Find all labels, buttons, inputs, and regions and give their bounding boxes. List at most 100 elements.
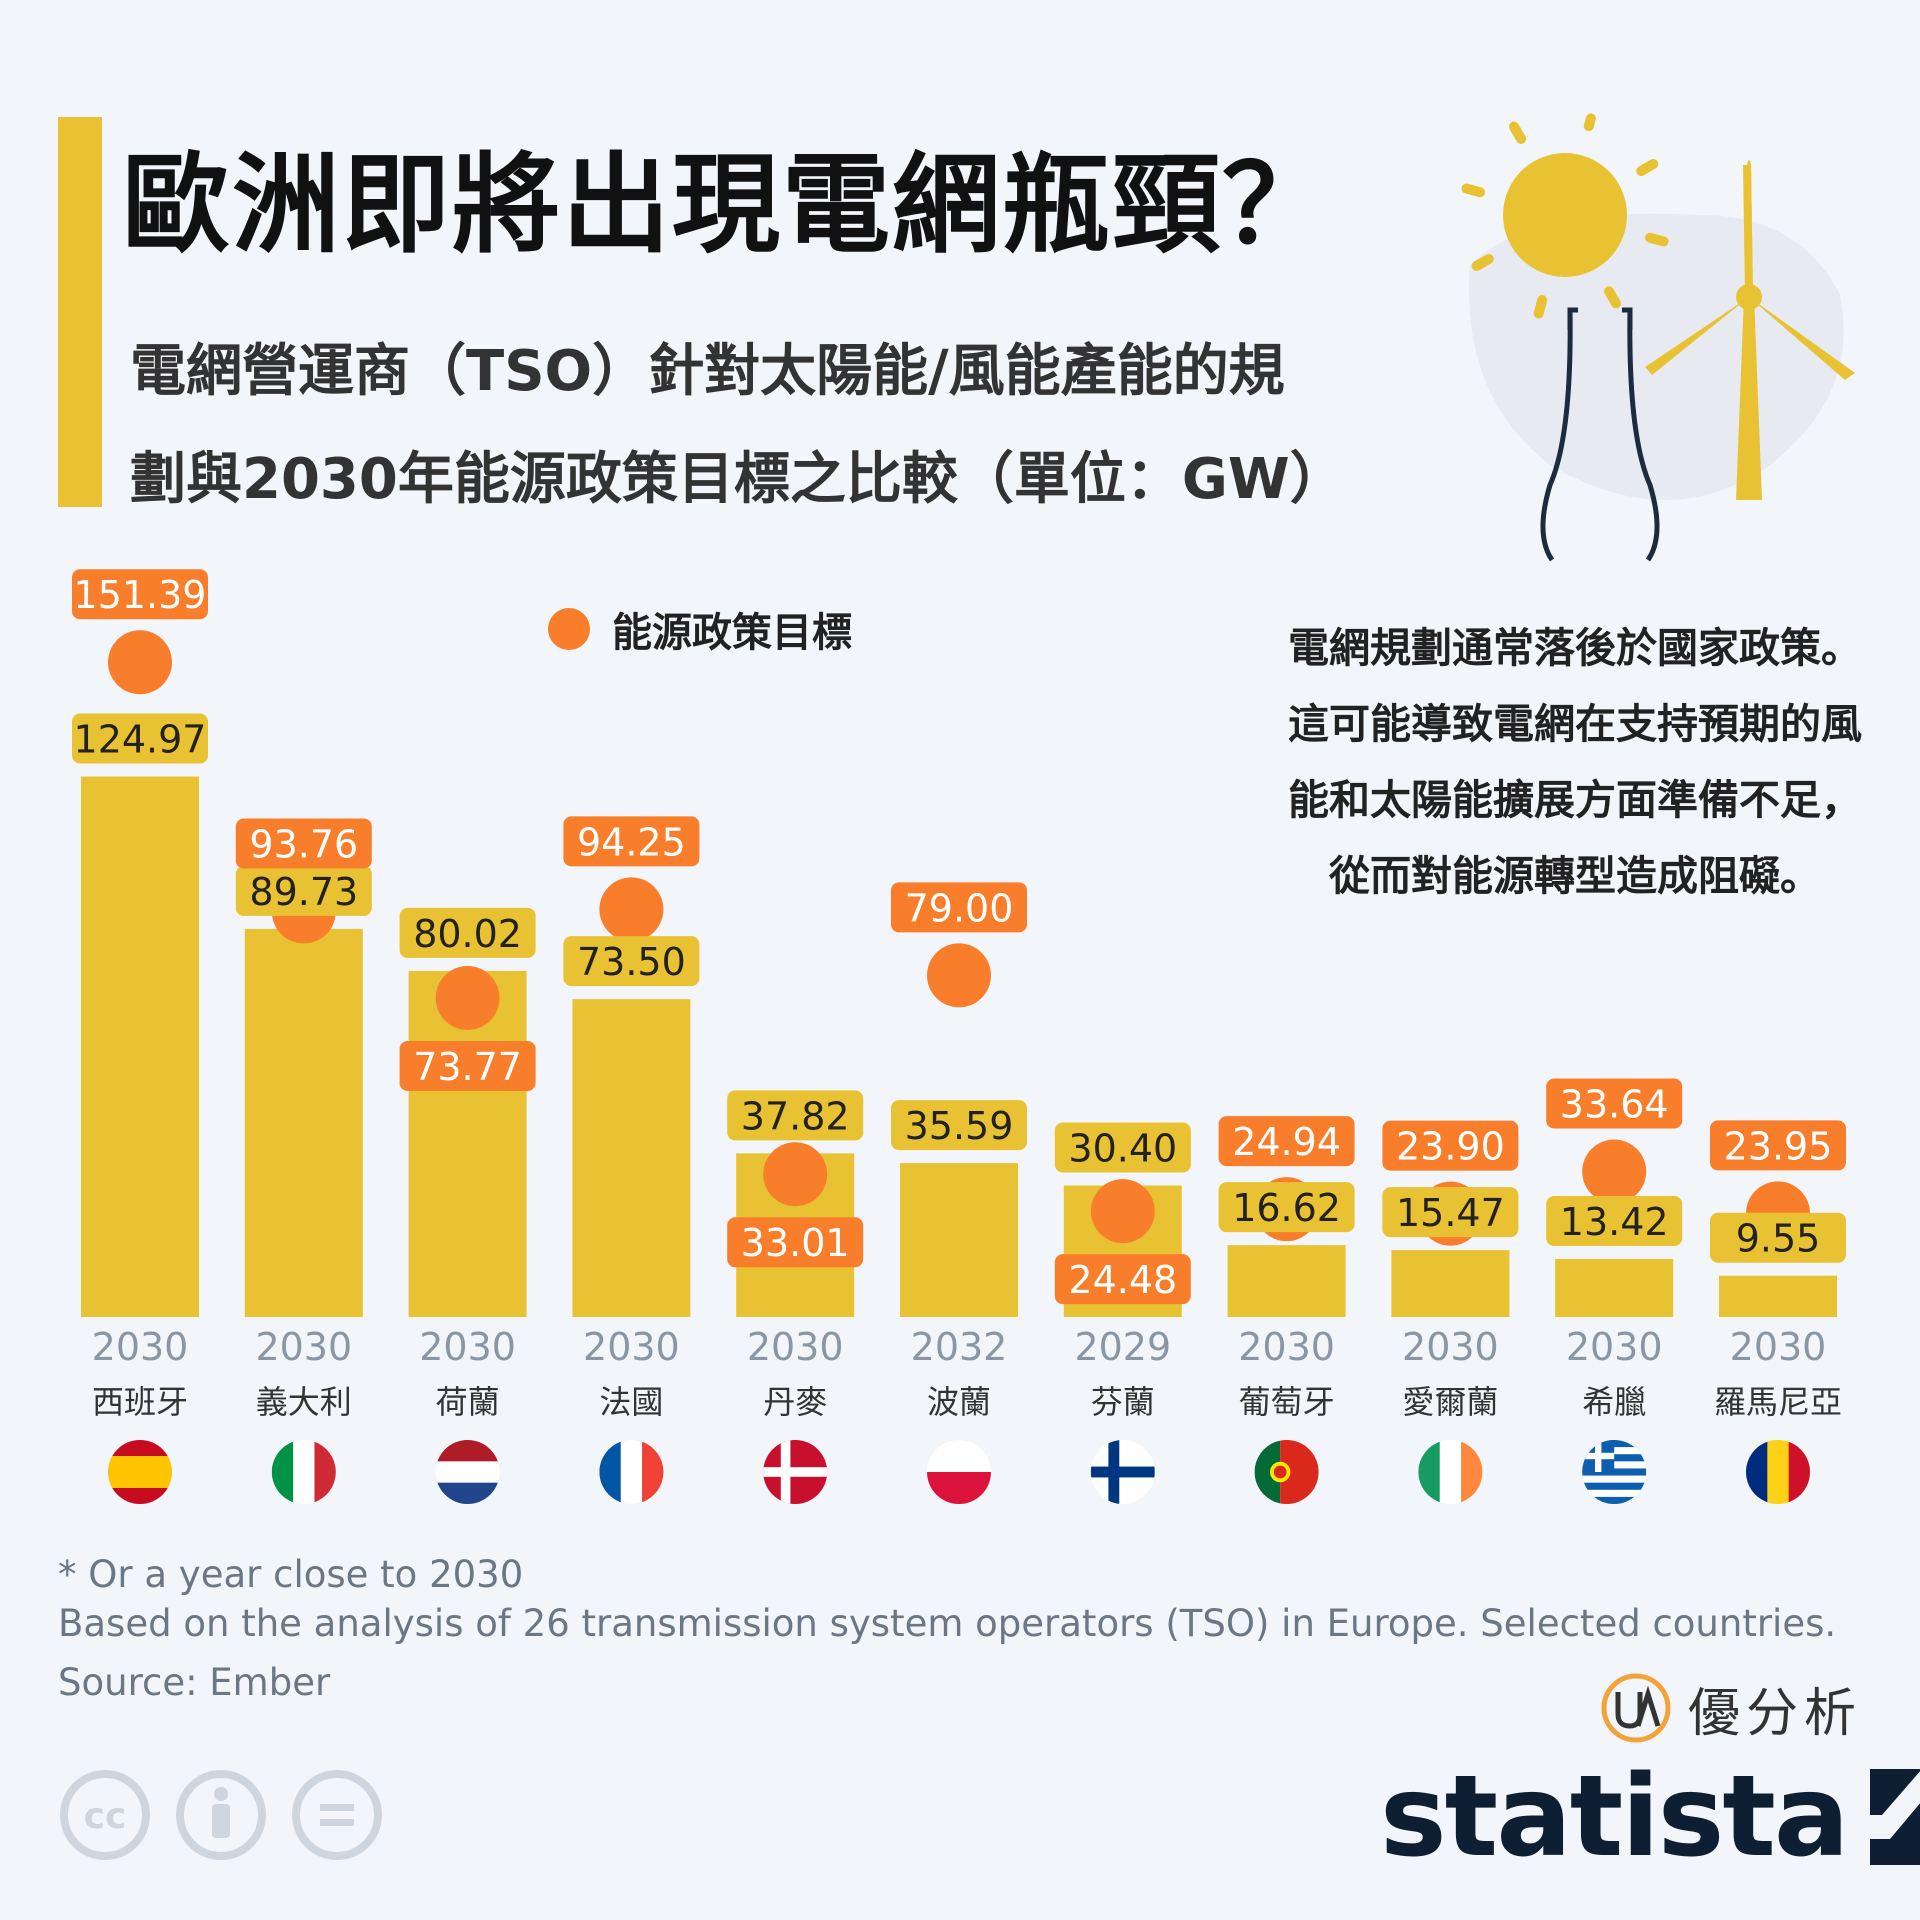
year-label-0: 2030 [92, 1325, 189, 1369]
source-note: Source: Ember [58, 1661, 331, 1704]
year-label-6: 2029 [1074, 1325, 1171, 1369]
planned-label-4: 37.82 [741, 1094, 850, 1138]
target-label-5-box [891, 882, 1027, 933]
bar-1 [244, 928, 363, 1317]
svg-text:cc: cc [84, 1796, 127, 1837]
subtitle: 電網營運商（TSO）針對太陽能/風能產能的規 劃與2030年能源政策目標之比較（… [130, 318, 1430, 534]
france-flag-icon [599, 1440, 664, 1504]
footnote-year: * Or a year close to 2030 [58, 1553, 524, 1596]
year-label-10: 2030 [1730, 1325, 1827, 1369]
netherlands-flag-icon [435, 1440, 500, 1504]
target-label-2-box [399, 1040, 536, 1091]
year-label-8: 2030 [1402, 1325, 1499, 1369]
bar-3 [572, 999, 691, 1317]
greece-flag-icon [1582, 1440, 1647, 1504]
country-label-9: 希臘 [1582, 1383, 1646, 1421]
target-label-9: 33.64 [1560, 1083, 1669, 1127]
year-label-7: 2030 [1238, 1325, 1335, 1369]
bar-9 [1555, 1258, 1674, 1317]
subtitle-line-1: 電網營運商（TSO）針對太陽能/風能產能的規 [130, 339, 1285, 404]
planned-label-1: 89.73 [249, 870, 358, 914]
planned-label-7-box [1218, 1182, 1355, 1233]
annotation-note: 電網規劃通常落後於國家政策。 這可能導致電網在支持預期的風 能和太陽能擴展方面準… [1250, 610, 1900, 914]
ua-brand-text: 優分析 [1688, 1683, 1863, 1744]
license-icons: cc [58, 1768, 406, 1862]
page-title: 歐洲即將出現電網瓶頸？ [122, 143, 1333, 268]
year-label-9: 2030 [1566, 1325, 1663, 1369]
target-label-0: 151.39 [74, 573, 207, 617]
note-line-1: 電網規劃通常落後於國家政策。 [1288, 624, 1862, 672]
planned-label-3-box [563, 936, 700, 987]
finland-flag-icon [1090, 1440, 1155, 1504]
target-label-5: 79.00 [905, 886, 1014, 930]
planned-label-6: 30.40 [1068, 1127, 1177, 1171]
statista-logo: statista [1380, 1752, 1920, 1882]
planned-label-8: 15.47 [1396, 1191, 1505, 1235]
attribution-icon [176, 1770, 266, 1860]
creative-commons-icon: cc [60, 1770, 150, 1860]
year-label-2: 2030 [419, 1325, 516, 1369]
legend-dot-icon [548, 608, 590, 650]
target-label-6-box [1054, 1254, 1191, 1305]
planned-label-2: 80.02 [413, 912, 522, 956]
note-line-4: 從而對能源轉型造成阻礙。 [1329, 852, 1821, 900]
target-dot-5 [927, 943, 991, 1008]
planned-label-0: 124.97 [74, 718, 207, 762]
year-label-4: 2030 [747, 1325, 844, 1369]
target-label-8: 23.90 [1396, 1125, 1505, 1169]
note-line-3: 能和太陽能擴展方面準備不足， [1288, 776, 1862, 824]
year-label-3: 2030 [583, 1325, 680, 1369]
portugal-flag-icon [1254, 1440, 1319, 1504]
target-label-3-box [563, 816, 700, 867]
target-label-1: 93.76 [249, 822, 358, 866]
country-label-10: 羅馬尼亞 [1714, 1383, 1842, 1421]
target-dot-4 [763, 1142, 828, 1207]
planned-label-0-box [72, 713, 208, 764]
planned-label-4-box [727, 1090, 864, 1141]
poland-flag-icon [927, 1440, 991, 1504]
target-label-9-box [1546, 1078, 1683, 1129]
country-label-3: 法國 [599, 1383, 663, 1421]
planned-label-10: 9.55 [1736, 1217, 1821, 1261]
target-label-4: 33.01 [741, 1221, 850, 1265]
target-label-7: 24.94 [1232, 1120, 1341, 1164]
country-label-8: 愛爾蘭 [1402, 1383, 1498, 1421]
bar-5 [900, 1163, 1018, 1317]
romania-flag-icon [1746, 1440, 1810, 1504]
bar-0 [81, 776, 199, 1317]
planned-label-6-box [1054, 1122, 1191, 1173]
year-label-5: 2032 [911, 1325, 1008, 1369]
country-label-7: 葡萄牙 [1239, 1383, 1335, 1421]
italy-flag-icon [271, 1440, 336, 1504]
title-accent-bar [58, 117, 102, 507]
target-dot-2 [435, 965, 500, 1030]
country-label-2: 荷蘭 [436, 1383, 500, 1421]
subtitle-line-2: 劃與2030年能源政策目標之比較（單位：GW） [130, 447, 1346, 512]
year-label-1: 2030 [255, 1325, 352, 1369]
ireland-flag-icon [1418, 1440, 1483, 1504]
target-label-7-box [1218, 1116, 1355, 1167]
target-label-8-box [1382, 1120, 1519, 1171]
ua-circle-icon [1601, 1673, 1671, 1743]
note-line-2: 這可能導致電網在支持預期的風 [1288, 700, 1862, 748]
country-label-1: 義大利 [256, 1383, 352, 1421]
footnote-analysis: Based on the analysis of 26 transmission… [58, 1602, 1837, 1645]
target-label-6: 24.48 [1068, 1258, 1177, 1302]
legend: 能源政策目標 [548, 600, 852, 658]
bar-10 [1719, 1275, 1837, 1317]
target-label-3: 94.25 [577, 820, 686, 864]
no-derivatives-icon [292, 1770, 382, 1860]
target-label-2: 73.77 [413, 1045, 522, 1089]
planned-label-9: 13.42 [1560, 1200, 1669, 1244]
ua-logo: 優分析 [1598, 1670, 1862, 1746]
planned-label-3: 73.50 [577, 940, 686, 984]
country-label-5: 波蘭 [927, 1383, 991, 1421]
target-label-1-box [235, 818, 372, 869]
target-label-0-box [72, 569, 208, 620]
planned-label-8-box [1382, 1187, 1519, 1238]
legend-label: 能源政策目標 [612, 610, 852, 656]
country-label-0: 西班牙 [92, 1383, 188, 1421]
spain-flag-icon [108, 1440, 172, 1504]
planned-label-10-box [1710, 1212, 1846, 1263]
